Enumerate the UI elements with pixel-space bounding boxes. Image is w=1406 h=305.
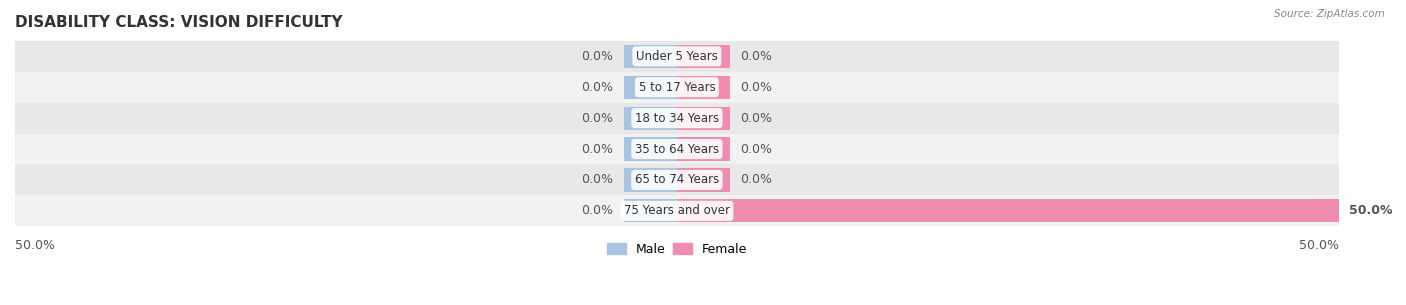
Bar — [624, 76, 676, 99]
Text: DISABILITY CLASS: VISION DIFFICULTY: DISABILITY CLASS: VISION DIFFICULTY — [15, 15, 343, 30]
Text: 0.0%: 0.0% — [741, 174, 772, 186]
Text: 0.0%: 0.0% — [581, 112, 613, 125]
Bar — [676, 199, 1339, 222]
Text: 0.0%: 0.0% — [581, 142, 613, 156]
Text: 0.0%: 0.0% — [741, 142, 772, 156]
Bar — [624, 138, 676, 161]
Text: 0.0%: 0.0% — [741, 50, 772, 63]
Text: 50.0%: 50.0% — [1299, 239, 1339, 252]
Bar — [676, 168, 730, 192]
Text: 50.0%: 50.0% — [1350, 204, 1393, 217]
Text: 35 to 64 Years: 35 to 64 Years — [636, 142, 718, 156]
Text: 18 to 34 Years: 18 to 34 Years — [636, 112, 718, 125]
Text: 65 to 74 Years: 65 to 74 Years — [634, 174, 718, 186]
Bar — [15, 196, 1339, 226]
Bar — [624, 106, 676, 130]
Text: 50.0%: 50.0% — [15, 239, 55, 252]
Text: Source: ZipAtlas.com: Source: ZipAtlas.com — [1274, 9, 1385, 19]
Bar — [676, 106, 730, 130]
Bar — [15, 41, 1339, 72]
Bar — [15, 164, 1339, 196]
Bar — [624, 199, 676, 222]
Bar — [676, 45, 730, 68]
Bar — [624, 168, 676, 192]
Text: Under 5 Years: Under 5 Years — [636, 50, 718, 63]
Text: 0.0%: 0.0% — [741, 112, 772, 125]
Bar — [676, 138, 730, 161]
Text: 0.0%: 0.0% — [581, 204, 613, 217]
Bar — [676, 76, 730, 99]
Text: 0.0%: 0.0% — [581, 81, 613, 94]
Text: 0.0%: 0.0% — [741, 81, 772, 94]
Text: 0.0%: 0.0% — [581, 174, 613, 186]
Bar — [624, 45, 676, 68]
Bar — [15, 103, 1339, 134]
Text: 75 Years and over: 75 Years and over — [624, 204, 730, 217]
Bar — [15, 72, 1339, 103]
Text: 5 to 17 Years: 5 to 17 Years — [638, 81, 716, 94]
Legend: Male, Female: Male, Female — [602, 238, 752, 261]
Text: 0.0%: 0.0% — [581, 50, 613, 63]
Bar — [15, 134, 1339, 164]
